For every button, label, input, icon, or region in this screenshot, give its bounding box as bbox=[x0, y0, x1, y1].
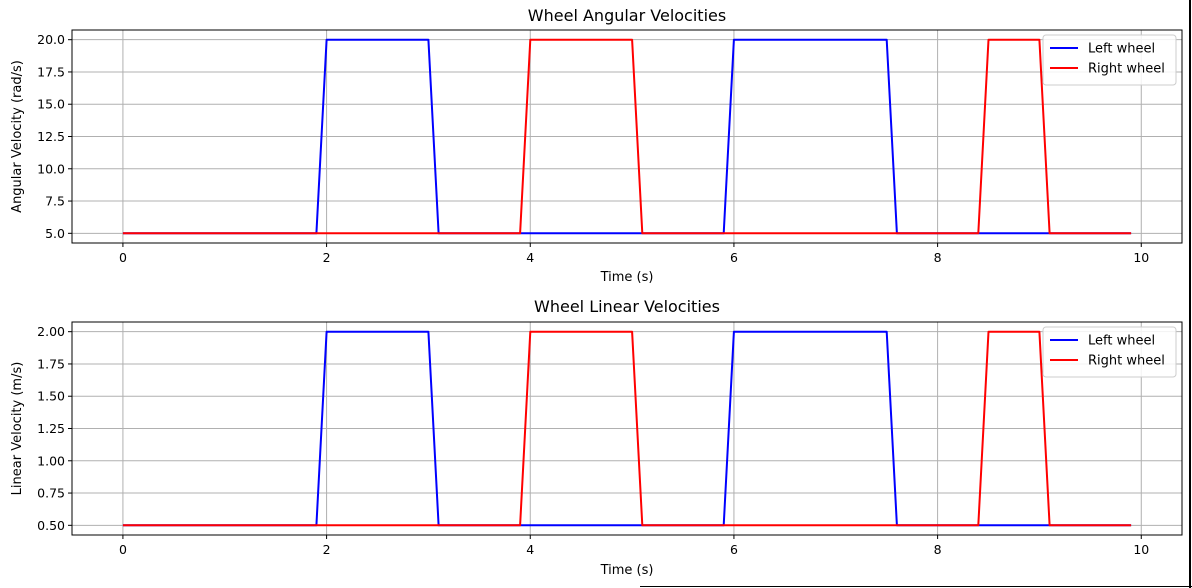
chart0-ytick-label-6: 20.0 bbox=[37, 32, 65, 47]
chart0-ytick-label-0: 5.0 bbox=[45, 226, 65, 241]
chart0-ytick-label-1: 7.5 bbox=[45, 194, 65, 209]
chart0-ytick-label-5: 17.5 bbox=[37, 64, 65, 79]
chart0-legend-label-0: Left wheel bbox=[1088, 42, 1155, 57]
chart1-ytick-label-0: 0.50 bbox=[37, 518, 65, 533]
chart1-xtick-label-2: 4 bbox=[526, 542, 534, 557]
chart1-ytick-label-3: 1.25 bbox=[37, 421, 65, 436]
chart1-xtick-label-1: 2 bbox=[323, 542, 331, 557]
chart1-xtick-label-3: 6 bbox=[730, 542, 738, 557]
chart0-ylabel: Angular Velocity (rad/s) bbox=[10, 60, 25, 213]
chart1-ytick-label-4: 1.50 bbox=[37, 389, 65, 404]
chart1-xtick-label-5: 10 bbox=[1133, 542, 1149, 557]
chart1-ytick-label-1: 0.75 bbox=[37, 486, 65, 501]
window-edge-bottom bbox=[640, 586, 1192, 587]
chart0-legend-label-1: Right wheel bbox=[1088, 62, 1165, 77]
chart1-ytick-label-2: 1.00 bbox=[37, 453, 65, 468]
chart0-title: Wheel Angular Velocities bbox=[528, 6, 726, 25]
chart1-ytick-label-5: 1.75 bbox=[37, 356, 65, 371]
chart0-xtick-label-1: 2 bbox=[323, 250, 331, 265]
chart1-ytick-label-6: 2.00 bbox=[37, 324, 65, 339]
chart1-xtick-label-0: 0 bbox=[119, 542, 127, 557]
chart1-legend-label-1: Right wheel bbox=[1088, 354, 1165, 369]
chart0-xtick-label-0: 0 bbox=[119, 250, 127, 265]
chart1-xlabel: Time (s) bbox=[600, 563, 654, 578]
chart0-series-0-line bbox=[122, 38, 1132, 235]
chart0-xtick-label-2: 4 bbox=[526, 250, 534, 265]
chart1-series-1-line bbox=[122, 330, 1132, 527]
chart0-ytick-label-3: 12.5 bbox=[37, 129, 65, 144]
chart0-xlabel: Time (s) bbox=[600, 270, 654, 285]
chart0-series-1-line bbox=[122, 38, 1132, 235]
chart1-series-0-line bbox=[122, 330, 1132, 527]
chart0-xtick-label-3: 6 bbox=[730, 250, 738, 265]
chart0-xtick-label-4: 8 bbox=[934, 250, 942, 265]
chart0-ytick-label-4: 15.0 bbox=[37, 97, 65, 112]
chart1-title: Wheel Linear Velocities bbox=[534, 297, 720, 316]
chart1-ylabel: Linear Velocity (m/s) bbox=[10, 362, 25, 496]
chart0-xtick-label-5: 10 bbox=[1133, 250, 1149, 265]
window-edge-right bbox=[1189, 0, 1191, 588]
chart0-ytick-label-2: 10.0 bbox=[37, 161, 65, 176]
chart1-xtick-label-4: 8 bbox=[934, 542, 942, 557]
chart1-legend-label-0: Left wheel bbox=[1088, 334, 1155, 349]
